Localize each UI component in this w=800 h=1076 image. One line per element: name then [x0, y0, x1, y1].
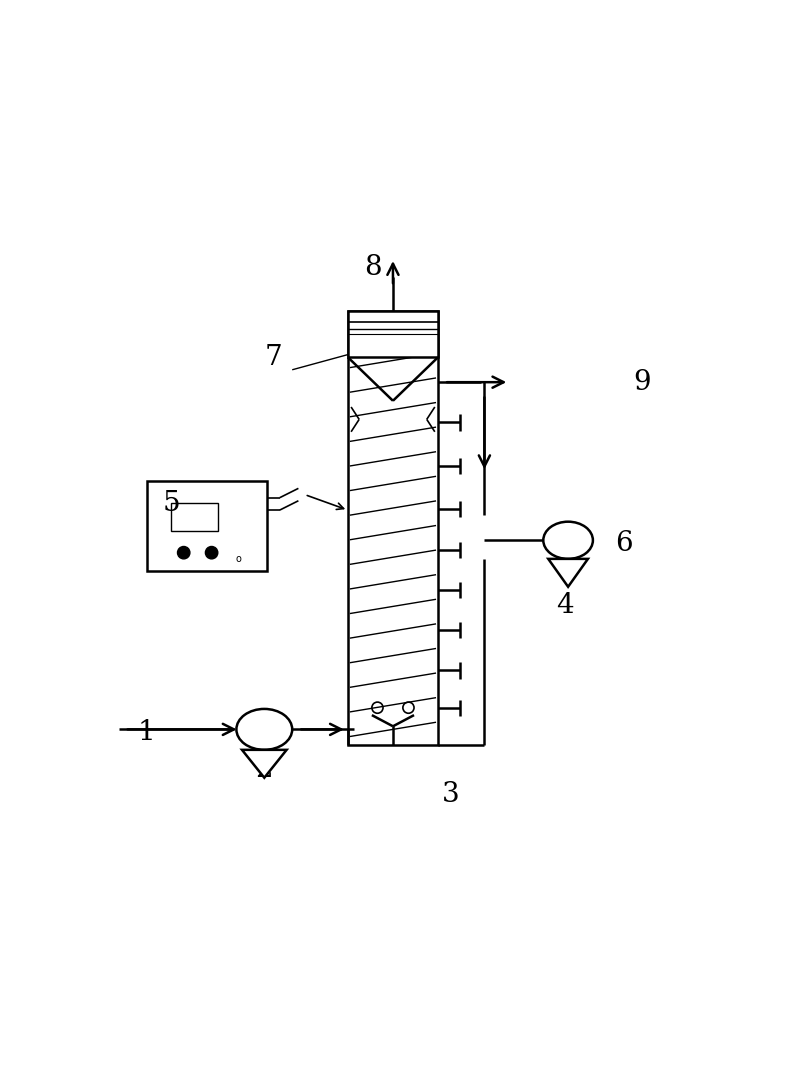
Ellipse shape	[236, 709, 292, 750]
Polygon shape	[548, 558, 588, 586]
Bar	[171, 504, 218, 530]
Text: 3: 3	[442, 781, 459, 808]
Ellipse shape	[543, 522, 593, 558]
Circle shape	[206, 547, 218, 558]
Text: o: o	[235, 554, 241, 564]
Bar	[348, 311, 438, 357]
Circle shape	[178, 547, 190, 558]
Bar	[146, 481, 267, 571]
Text: 6: 6	[615, 529, 633, 557]
Text: 8: 8	[364, 254, 382, 281]
Text: 5: 5	[162, 490, 180, 516]
Polygon shape	[242, 750, 286, 778]
Text: 2: 2	[255, 756, 273, 783]
Text: 4: 4	[556, 592, 574, 619]
Text: 1: 1	[138, 719, 155, 746]
Bar	[348, 311, 438, 745]
Text: 9: 9	[634, 369, 651, 396]
Text: 7: 7	[265, 344, 282, 371]
